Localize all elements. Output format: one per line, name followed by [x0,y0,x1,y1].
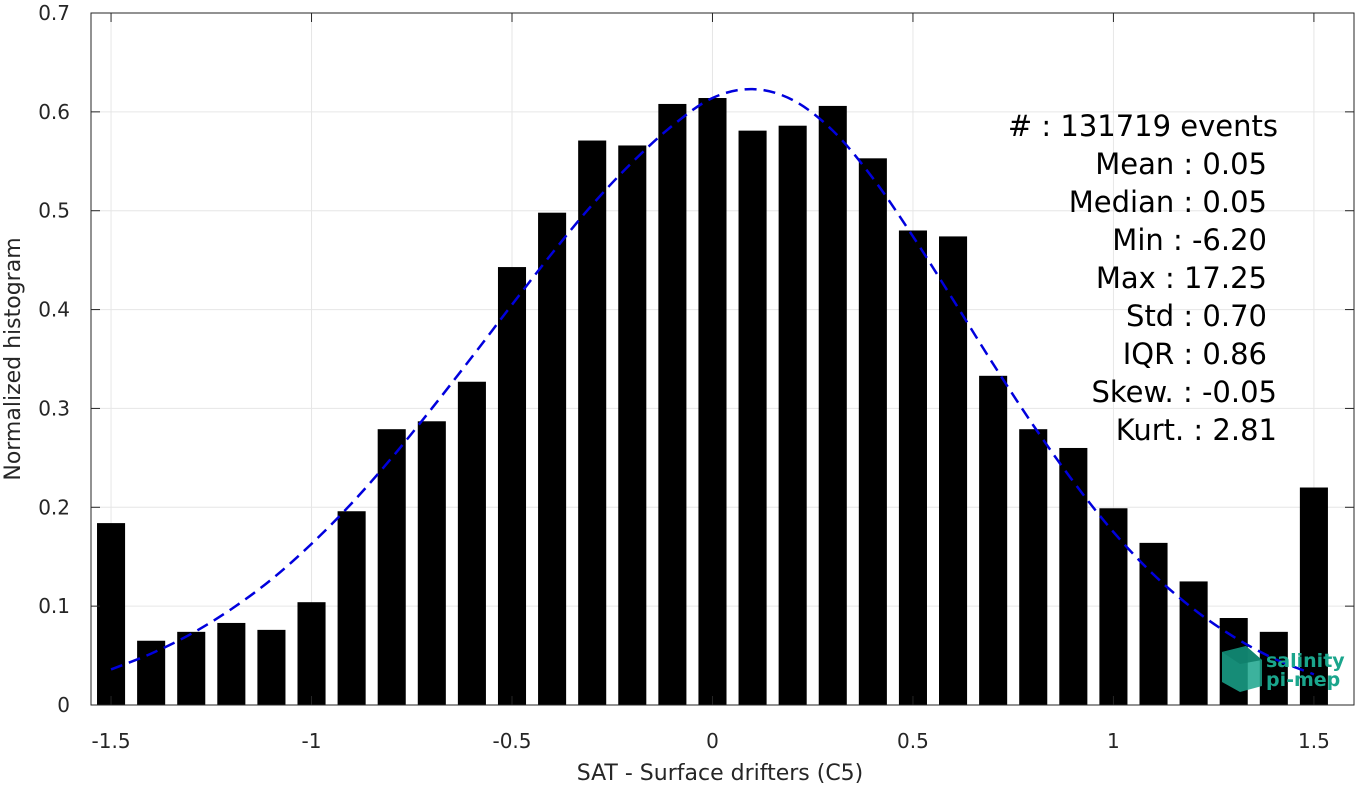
stat-line: Median : 0.05 [1069,185,1267,219]
x-tick-label: -1.5 [92,729,131,753]
histogram-bar [538,212,567,706]
y-tick-label: 0.6 [38,100,70,124]
histogram-bar [1259,631,1288,705]
y-tick-label: 0.2 [38,495,70,519]
histogram-bar [578,140,607,706]
x-tick-label: 1 [1107,729,1120,753]
histogram-bar [738,130,767,705]
y-tick-label: 0.3 [38,396,70,420]
histogram-bar [257,629,286,705]
histogram-bars [97,98,1328,706]
x-tick-label: -1 [302,729,322,753]
histogram-bar [858,158,887,705]
histogram-bar [778,125,807,705]
logo-line1: salinity [1266,650,1345,672]
histogram-bar [457,381,486,705]
stat-line: Kurt. : 2.81 [1116,413,1277,447]
logo-cube-face-icon [1222,646,1262,664]
histogram-bar [417,421,446,705]
x-tick-label: 0 [706,729,719,753]
histogram-bar [939,236,968,705]
x-tick-label: -0.5 [492,729,531,753]
gaussian-fit-curve [110,87,1315,676]
histogram-bar [1139,542,1168,705]
stats-box: # : 131719 events Mean : 0.05 Median : 0.0… [1008,109,1278,447]
histogram-bar [1019,429,1048,705]
y-tick-label: 0.7 [38,1,70,25]
stat-line: IQR : 0.86 [1123,337,1267,371]
y-tick-label: 0.1 [38,594,70,618]
stat-line: Min : -6.20 [1112,223,1267,257]
salinity-pi-mep-logo: salinity pi-mep [1222,646,1345,692]
fit-curve-group [110,87,1315,676]
histogram-bar [979,375,1008,705]
x-tick-label: 0.5 [897,729,929,753]
axis-ticks: -1.5 -1 -0.5 0 0.5 1 1.5 0 0.1 0.2 0.3 0.4 0.5 0.6 0.7 [38,1,1354,753]
histogram-bar [297,602,326,705]
histogram-bar [1059,447,1088,705]
histogram-bar [1099,508,1128,705]
histogram-bar [217,622,246,705]
histogram-bar [377,429,406,705]
histogram-bar [658,103,687,706]
histogram-bar [337,511,366,705]
histogram-bar [497,267,527,705]
histogram-bar [818,105,847,705]
stat-line: # : 131719 events [1008,109,1278,143]
x-tick-label: 1.5 [1298,729,1330,753]
y-tick-label: 0 [57,693,70,717]
stat-line: Mean : 0.05 [1095,147,1267,181]
histogram-bar [698,98,727,705]
y-tick-label: 0.5 [38,199,70,223]
logo-line2: pi-mep [1266,669,1340,691]
stat-line: Max : 17.25 [1096,261,1267,295]
y-tick-label: 0.4 [38,298,70,322]
x-axis-label: SAT - Surface drifters (C5) [577,761,864,785]
stat-line: Std : 0.70 [1126,299,1267,333]
histogram-bar [1299,487,1328,705]
histogram-bar [618,145,647,705]
histogram-bar [898,230,927,705]
histogram-bar [97,523,126,705]
histogram-bar [137,640,166,705]
y-axis-label: Normalized histogram [1,237,26,480]
stat-line: Skew. : -0.05 [1091,375,1277,409]
plot-frame [90,12,1355,706]
histogram-bar [177,631,206,705]
